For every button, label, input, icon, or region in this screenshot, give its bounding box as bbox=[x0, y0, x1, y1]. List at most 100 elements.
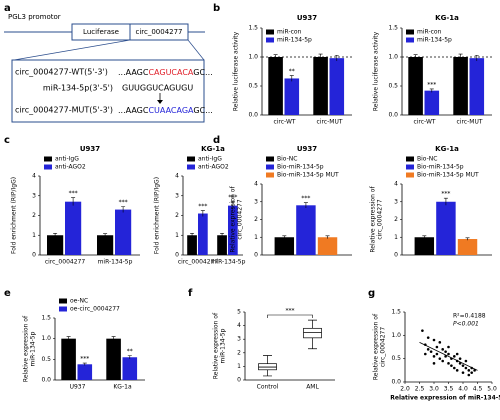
y-axis-label: miR-134-5p bbox=[30, 331, 37, 366]
error-bar bbox=[200, 210, 205, 217]
error-bar bbox=[465, 237, 470, 241]
bar bbox=[198, 213, 208, 255]
significance-bracket bbox=[267, 314, 313, 318]
y-tick-label: 4 bbox=[32, 173, 36, 180]
y-tick-label: 4 bbox=[175, 173, 179, 180]
error-bar bbox=[303, 202, 308, 208]
bar bbox=[217, 235, 227, 255]
legend-swatch bbox=[266, 172, 274, 178]
x-tick-label: 5.0 bbox=[487, 386, 497, 393]
significance: *** bbox=[119, 199, 128, 206]
point bbox=[461, 371, 465, 374]
arrow-head bbox=[157, 100, 163, 104]
sequence-name: circ_0004277-WT(5'-3') bbox=[15, 68, 108, 77]
legend-swatch bbox=[187, 164, 195, 170]
y-tick-label: 1.5 bbox=[41, 315, 51, 322]
panel-letter: e bbox=[4, 288, 11, 299]
error-bar bbox=[318, 53, 323, 60]
point bbox=[464, 359, 468, 363]
seq-site: CUAACAGA bbox=[148, 106, 194, 115]
seq-site: CAGUCACA bbox=[148, 68, 193, 77]
x-tick-label: AML bbox=[306, 384, 319, 391]
point bbox=[447, 345, 450, 349]
legend-label: oe-NC bbox=[70, 298, 88, 305]
legend-label: Bio-NC bbox=[417, 156, 437, 163]
point bbox=[447, 362, 450, 365]
chart-title: U937 bbox=[297, 145, 317, 153]
bar bbox=[77, 364, 93, 380]
x-tick-label: 3.0 bbox=[429, 386, 439, 393]
y-axis-label: Fold enrichment (RIP/IgG) bbox=[154, 177, 161, 254]
legend-swatch bbox=[266, 29, 274, 35]
legend-swatch bbox=[59, 298, 67, 304]
y-tick-label: 1.0 bbox=[388, 54, 398, 61]
significance: ** bbox=[127, 348, 133, 355]
x-tick-label: 4.5 bbox=[473, 386, 483, 393]
sequence: ...AAGCCUAACAGAGC... bbox=[118, 106, 213, 115]
y-axis-label: Fold enrichment (RIP/IgG) bbox=[11, 177, 18, 254]
x-tick-label: miR-134-5p bbox=[98, 259, 133, 266]
error-bar bbox=[190, 232, 195, 238]
sequence-name: miR-134-5p(3'-5') bbox=[43, 84, 113, 93]
panel-letter: f bbox=[188, 288, 193, 299]
legend-label: anti-IgG bbox=[55, 156, 79, 163]
significance: *** bbox=[441, 191, 450, 198]
box-label: Luciferase bbox=[83, 28, 119, 36]
y-tick-label: 0 bbox=[175, 252, 179, 259]
legend-label: anti-IgG bbox=[198, 156, 222, 163]
box bbox=[303, 327, 322, 339]
bar bbox=[274, 237, 295, 255]
error-bar bbox=[443, 197, 448, 206]
promoter-label: PGL3 promotor bbox=[8, 13, 61, 21]
y-tick-label: 1 bbox=[32, 232, 36, 239]
y-axis-label: Relative expression of bbox=[213, 312, 220, 379]
error-bar bbox=[121, 206, 126, 213]
y-tick-label: 2 bbox=[254, 216, 258, 223]
bar bbox=[469, 58, 485, 115]
legend-label: miR-134-5p bbox=[277, 37, 312, 44]
bar bbox=[424, 90, 440, 115]
y-tick-label: 4 bbox=[394, 181, 398, 188]
point bbox=[447, 352, 450, 356]
seq-part: GC... bbox=[193, 106, 212, 115]
y-tick-label: 0.5 bbox=[248, 83, 258, 90]
y-tick-label: 1 bbox=[254, 234, 258, 241]
bar bbox=[122, 357, 138, 380]
y-tick-label: 0 bbox=[254, 252, 258, 259]
trend-line bbox=[419, 341, 478, 371]
bar bbox=[47, 235, 64, 255]
point bbox=[453, 355, 456, 358]
point bbox=[435, 345, 439, 349]
bar bbox=[61, 338, 76, 380]
legend-label: anti-AGO2 bbox=[55, 164, 86, 171]
bar bbox=[329, 58, 345, 115]
point bbox=[421, 329, 424, 332]
error-bar bbox=[220, 232, 225, 238]
bar bbox=[436, 201, 456, 255]
whisker bbox=[263, 355, 272, 377]
point bbox=[429, 350, 433, 353]
error-bar bbox=[103, 233, 108, 237]
legend-swatch bbox=[406, 156, 414, 162]
y-tick-label: 3 bbox=[175, 192, 179, 199]
legend-swatch bbox=[44, 156, 52, 162]
box-label: circ_0004277 bbox=[135, 28, 182, 36]
error-bar bbox=[429, 88, 434, 93]
y-tick-label: 0 bbox=[394, 252, 398, 259]
point bbox=[444, 350, 447, 353]
annotation: R²=0.4188 bbox=[453, 313, 486, 320]
legend-swatch bbox=[59, 306, 67, 312]
y-axis-label: Relative luciferase activity bbox=[233, 31, 240, 111]
x-tick-label: circ-WT bbox=[413, 119, 435, 126]
legend-swatch bbox=[266, 156, 274, 162]
y-tick-label: 1.5 bbox=[388, 25, 398, 32]
legend-label: anti-AGO2 bbox=[198, 164, 229, 171]
significance: *** bbox=[198, 203, 207, 210]
sequence: ...AAGCCAGUCACAGC... bbox=[118, 68, 213, 77]
y-tick-label: 1 bbox=[394, 234, 398, 241]
x-tick-label: circ-WT bbox=[273, 119, 295, 126]
point bbox=[467, 373, 471, 377]
error-bar bbox=[273, 54, 278, 60]
bar bbox=[457, 239, 478, 255]
